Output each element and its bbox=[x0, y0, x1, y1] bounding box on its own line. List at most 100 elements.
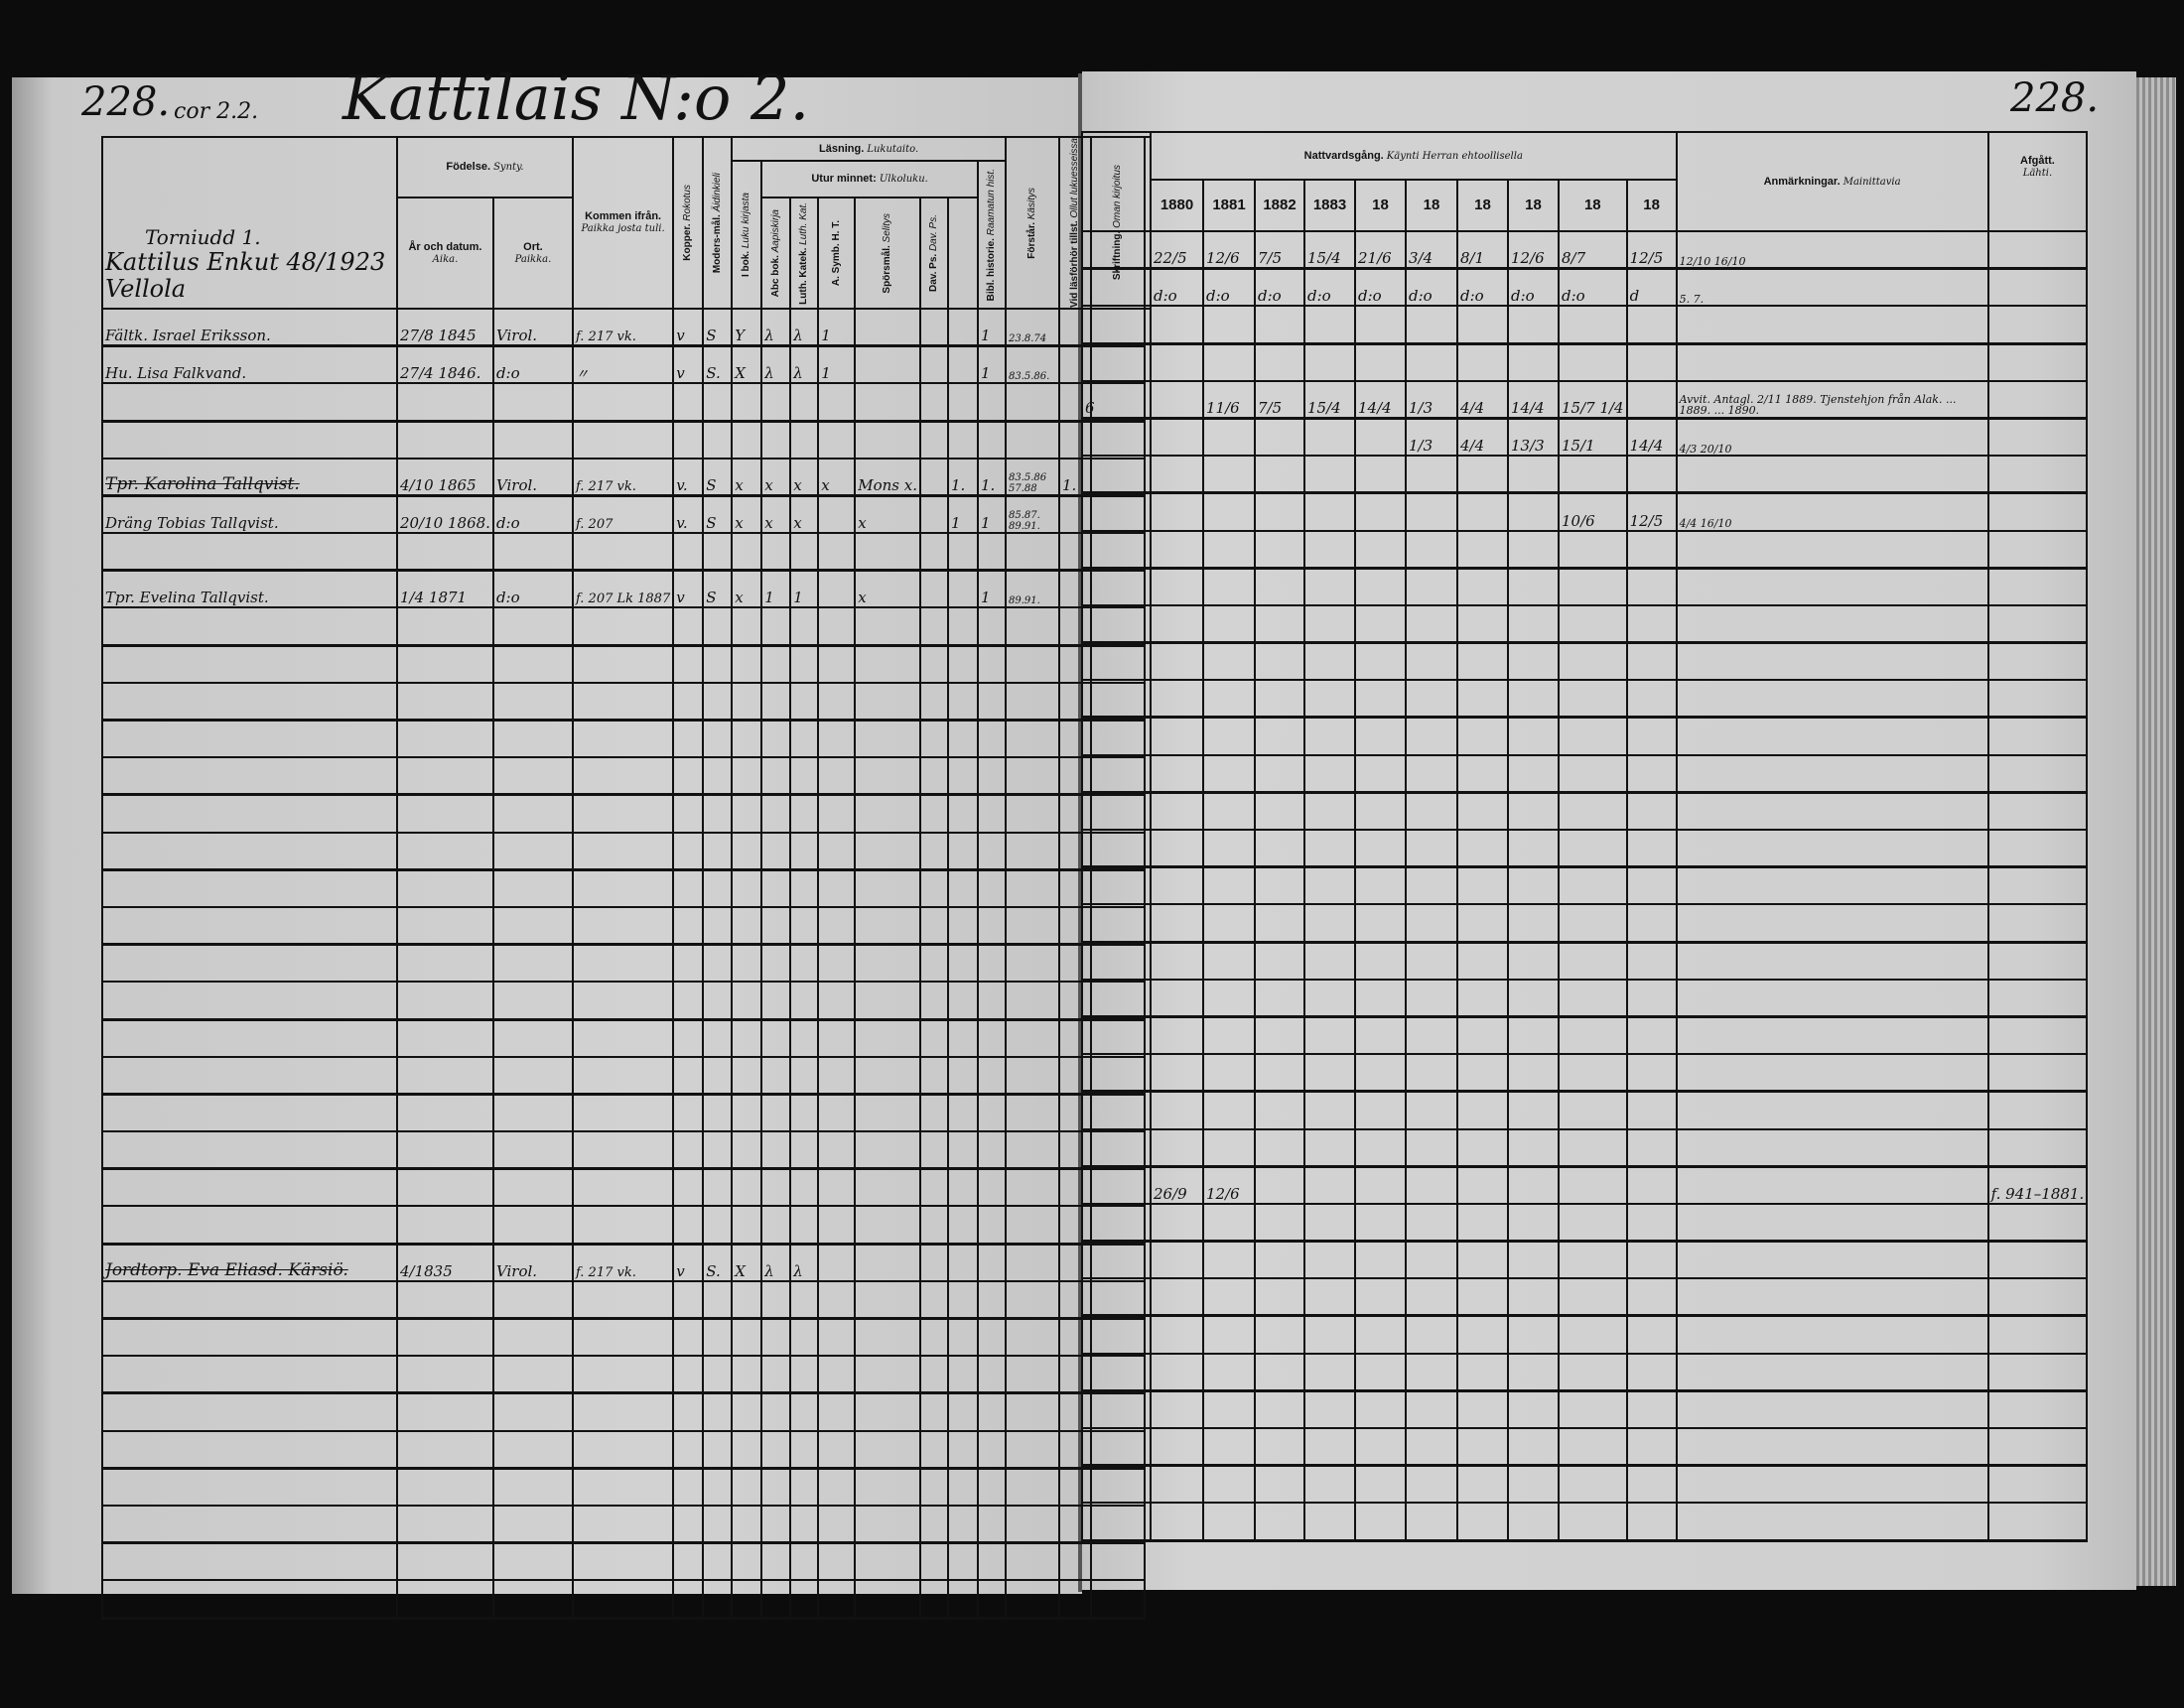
cell-understanding bbox=[976, 868, 1007, 908]
cell-communion-3 bbox=[1254, 342, 1305, 382]
cell-bible-history bbox=[946, 1205, 979, 1246]
cell-bible-history bbox=[946, 420, 979, 460]
cell-abc-book bbox=[760, 1093, 792, 1133]
cell-mother-tongue bbox=[702, 532, 734, 573]
cell-birth-place bbox=[491, 1279, 574, 1321]
cell-communion-9 bbox=[1558, 529, 1628, 570]
register-row bbox=[1081, 1127, 2089, 1168]
cell-name bbox=[101, 1355, 398, 1395]
register-row bbox=[101, 1504, 1151, 1545]
cell-communion-7 bbox=[1456, 641, 1509, 682]
cell-birth-date bbox=[396, 1130, 494, 1171]
cell-communion-5 bbox=[1354, 829, 1407, 869]
cell-communion-10 bbox=[1625, 829, 1678, 869]
cell-name bbox=[101, 1279, 398, 1321]
cell-communion-3 bbox=[1254, 941, 1305, 981]
cell-psalms bbox=[918, 756, 949, 797]
household-header: Torniudd 1. Kattilus Enkut 48/1923 Vello… bbox=[101, 136, 398, 310]
cell-communion-4 bbox=[1303, 903, 1356, 944]
cell-departed bbox=[1986, 716, 2089, 756]
cell-communion-5 bbox=[1354, 679, 1407, 720]
cell-symb: x bbox=[817, 457, 857, 497]
cell-communion-8 bbox=[1507, 1015, 1560, 1056]
cell-communion-7: 4/4 bbox=[1456, 417, 1509, 458]
cell-reading-book bbox=[731, 831, 763, 871]
cell-came-from bbox=[571, 1504, 675, 1545]
cell-came-from bbox=[571, 1391, 675, 1432]
cell-symb bbox=[817, 905, 857, 947]
cell-communion-1 bbox=[1150, 978, 1204, 1018]
cell-name: Tpr. Karolina Tallqvist. bbox=[101, 457, 398, 497]
cell-bible-history bbox=[946, 719, 979, 759]
cell-catechism: λ bbox=[789, 344, 820, 385]
cell-departed bbox=[1986, 491, 2089, 532]
cell-remarks bbox=[1675, 679, 1989, 720]
cell-understanding bbox=[976, 1279, 1007, 1321]
cell-communion-6 bbox=[1405, 941, 1458, 981]
cell-mother-tongue bbox=[702, 1018, 734, 1058]
cell-communion-1 bbox=[1150, 1202, 1204, 1244]
register-row bbox=[101, 868, 1151, 908]
cell-vaccination bbox=[672, 1504, 705, 1545]
cell-communion-3 bbox=[1254, 865, 1305, 906]
cell-mother-tongue bbox=[702, 719, 734, 759]
cell-bible-history bbox=[946, 905, 979, 947]
birth-header: Födelse. Synty. bbox=[396, 135, 574, 199]
cell-understanding bbox=[976, 681, 1007, 723]
cell-communion-9 bbox=[1558, 679, 1628, 720]
cell-communion-8 bbox=[1507, 865, 1560, 906]
cell-communion-5 bbox=[1354, 1015, 1407, 1056]
cell-name bbox=[101, 1504, 398, 1545]
cell-remarks: 4/4 16/10 bbox=[1675, 491, 1989, 532]
cell-communion-1 bbox=[1150, 379, 1204, 420]
cell-communion-4 bbox=[1303, 1053, 1356, 1094]
cell-communion-7 bbox=[1456, 679, 1509, 720]
cell-catechism bbox=[789, 1018, 820, 1058]
cell-birth-date bbox=[396, 905, 494, 947]
cell-communion-9 bbox=[1558, 903, 1628, 944]
cell-understanding bbox=[976, 943, 1007, 984]
cell-departed bbox=[1986, 1502, 2089, 1542]
cell-catechism bbox=[789, 831, 820, 871]
register-row bbox=[1081, 1090, 2089, 1130]
cell-departed bbox=[1986, 1389, 2089, 1429]
cell-symb bbox=[817, 494, 857, 535]
register-row bbox=[101, 1541, 1151, 1582]
year-header: 1882 bbox=[1254, 179, 1305, 232]
cell-birth-date bbox=[396, 1279, 494, 1321]
cell-bible-history bbox=[946, 868, 979, 908]
cell-symb bbox=[817, 868, 857, 908]
cell-communion-3 bbox=[1254, 641, 1305, 682]
cell-remarks bbox=[1675, 1389, 1989, 1429]
register-row bbox=[1081, 753, 2089, 794]
cell-departed bbox=[1986, 603, 2089, 645]
cell-understanding bbox=[976, 420, 1007, 460]
cell-communion-6 bbox=[1405, 716, 1458, 756]
cell-catechism bbox=[789, 1279, 820, 1321]
cell-communion-8 bbox=[1507, 641, 1560, 682]
cell-birth-date: 27/8 1845 bbox=[396, 307, 494, 348]
cell-communion-4 bbox=[1303, 1202, 1356, 1244]
cell-psalms bbox=[918, 981, 949, 1021]
cell-symb bbox=[817, 831, 857, 871]
cell-communion-6 bbox=[1405, 791, 1458, 831]
cell-mother-tongue bbox=[702, 1429, 734, 1470]
cell-birth-date: 4/10 1865 bbox=[396, 457, 494, 497]
cell-communion-4 bbox=[1303, 1464, 1356, 1505]
cell-birth-date bbox=[396, 1504, 494, 1545]
cell-abc-book bbox=[760, 1467, 792, 1507]
cell-communion-6 bbox=[1405, 903, 1458, 944]
cell-reading-book bbox=[731, 1205, 763, 1246]
cell-psalms bbox=[918, 644, 949, 684]
left-register-table: Torniudd 1. Kattilus Enkut 48/1923 Vello… bbox=[101, 135, 1152, 1620]
cell-communion-1 bbox=[1150, 1502, 1204, 1542]
cell-mother-tongue bbox=[702, 981, 734, 1021]
cell-communion-1 bbox=[1150, 1277, 1204, 1318]
cell-reading-exams: 85.87. 89.91. bbox=[1004, 494, 1060, 535]
cell-communion-8 bbox=[1507, 305, 1560, 345]
year-header: 18 bbox=[1354, 179, 1407, 232]
cell-communion-8 bbox=[1507, 978, 1560, 1018]
cell-communion-6: 1/3 bbox=[1405, 417, 1458, 458]
cell-birth-place: d:o bbox=[491, 569, 574, 609]
cell-communion-3 bbox=[1254, 1427, 1305, 1468]
